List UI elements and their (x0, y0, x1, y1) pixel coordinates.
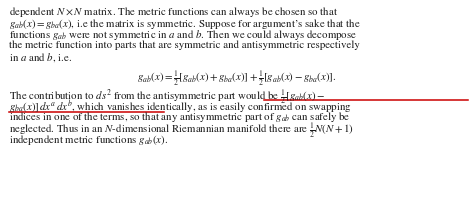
Text: $g_{ab}(x) = \frac{1}{2}[g_{ab}(x)+g_{ba}(x)]+\frac{1}{2}[g_{ab}(x)-g_{ba}(x)].$: $g_{ab}(x) = \frac{1}{2}[g_{ab}(x)+g_{ba… (137, 70, 337, 88)
Text: The contribution to $ds^2$ from the antisymmetric part would be $\frac{1}{2}[g_{: The contribution to $ds^2$ from the anti… (9, 87, 325, 106)
Text: indices in one of the terms, so that any antisymmetric part of $g_{ab}$ can safe: indices in one of the terms, so that any… (9, 110, 350, 124)
Text: neglected. Thus in an $N$-dimensional Riemannian manifold there are $\frac{1}{2}: neglected. Thus in an $N$-dimensional Ri… (9, 122, 353, 140)
Text: functions $g_{ab}$ were not symmetric in $a$ and $b$. Then we could always decom: functions $g_{ab}$ were not symmetric in… (9, 29, 356, 43)
Text: dependent $N \times N$ matrix. The metric functions can always be chosen so that: dependent $N \times N$ matrix. The metri… (9, 5, 338, 19)
Text: $g_{ba}(x)]\,dx^a\,dx^b$, which vanishes identically, as is easily confirmed on : $g_{ba}(x)]\,dx^a\,dx^b$, which vanishes… (9, 99, 351, 116)
Text: in $a$ and $b$, i.e.: in $a$ and $b$, i.e. (9, 51, 72, 64)
Text: the metric function into parts that are symmetric and antisymmetric respectively: the metric function into parts that are … (9, 40, 359, 49)
Text: independent metric functions $g_{ab}(x)$.: independent metric functions $g_{ab}(x)$… (9, 133, 168, 147)
Text: $g_{ab}(x) = g_{ba}(x)$, i.e the matrix is symmetric. Suppose for argument’s sak: $g_{ab}(x) = g_{ba}(x)$, i.e the matrix … (9, 17, 360, 31)
